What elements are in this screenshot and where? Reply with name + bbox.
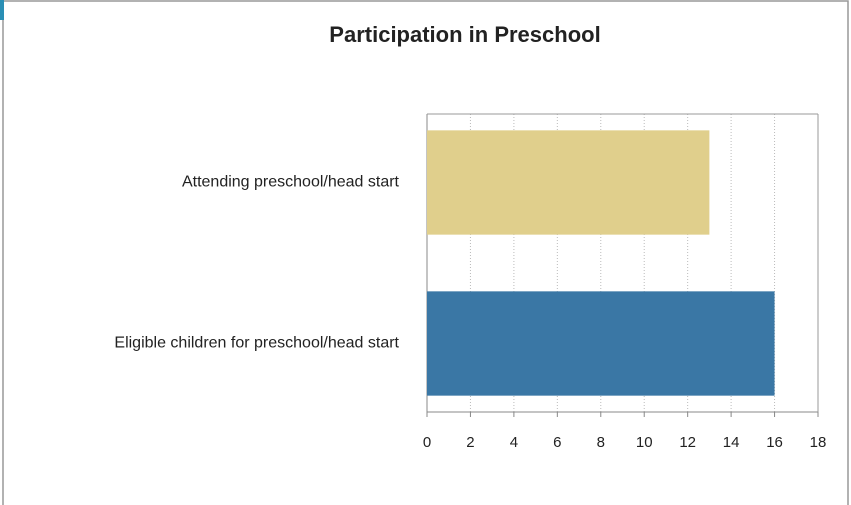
x-tick-label: 2 <box>466 434 474 451</box>
x-tick-label: 14 <box>723 434 740 451</box>
y-tick-label: Attending preschool/head start <box>182 174 400 191</box>
x-tick-label: 12 <box>679 434 696 451</box>
bar <box>427 291 775 396</box>
bar <box>427 130 710 235</box>
x-tick-label: 16 <box>766 434 783 451</box>
x-tick-label: 6 <box>553 434 561 451</box>
x-tick-label: 8 <box>597 434 605 451</box>
x-tick-label: 0 <box>423 434 431 451</box>
y-tick-label: Eligible children for preschool/head sta… <box>114 335 399 352</box>
x-tick-label: 10 <box>636 434 653 451</box>
x-tick-label: 18 <box>810 434 827 451</box>
x-tick-label: 4 <box>510 434 518 451</box>
accent <box>0 0 4 20</box>
chart-title: Participation in Preschool <box>329 22 600 47</box>
